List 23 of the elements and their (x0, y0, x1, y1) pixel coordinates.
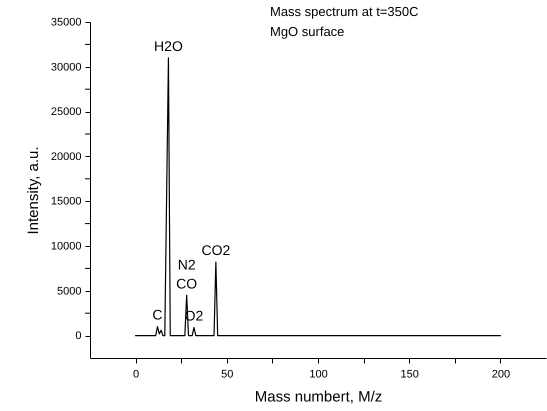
x-tick-label: 100 (309, 368, 328, 380)
y-tick-label: 0 (75, 330, 82, 342)
y-tick-label: 35000 (50, 16, 82, 28)
y-tick-label: 10000 (50, 240, 82, 252)
y-axis-title: Intensity, a.u. (24, 146, 42, 235)
x-axis-title: Mass numbert, M/z (254, 388, 382, 406)
x-tick-label: 50 (221, 368, 234, 380)
y-tick-label: 5000 (57, 285, 82, 298)
y-tick-label: 25000 (50, 106, 82, 118)
annotation: CO2 (201, 242, 230, 258)
y-tick-label: 15000 (50, 196, 82, 208)
annotation: CO (176, 275, 198, 292)
x-tick-label: 0 (133, 368, 140, 380)
y-tick-label: 20000 (50, 150, 82, 163)
chart-title: Mass spectrum at t=350C (270, 4, 418, 19)
line-series (135, 57, 501, 336)
annotation: C (152, 306, 163, 323)
chart-subtitle: MgO surface (270, 24, 344, 39)
annotation: H2O (154, 38, 183, 54)
annotation: N2 (178, 256, 196, 272)
x-tick-label: 150 (400, 368, 419, 380)
y-tick-label: 30000 (50, 61, 82, 74)
x-tick-label: 200 (492, 368, 510, 380)
